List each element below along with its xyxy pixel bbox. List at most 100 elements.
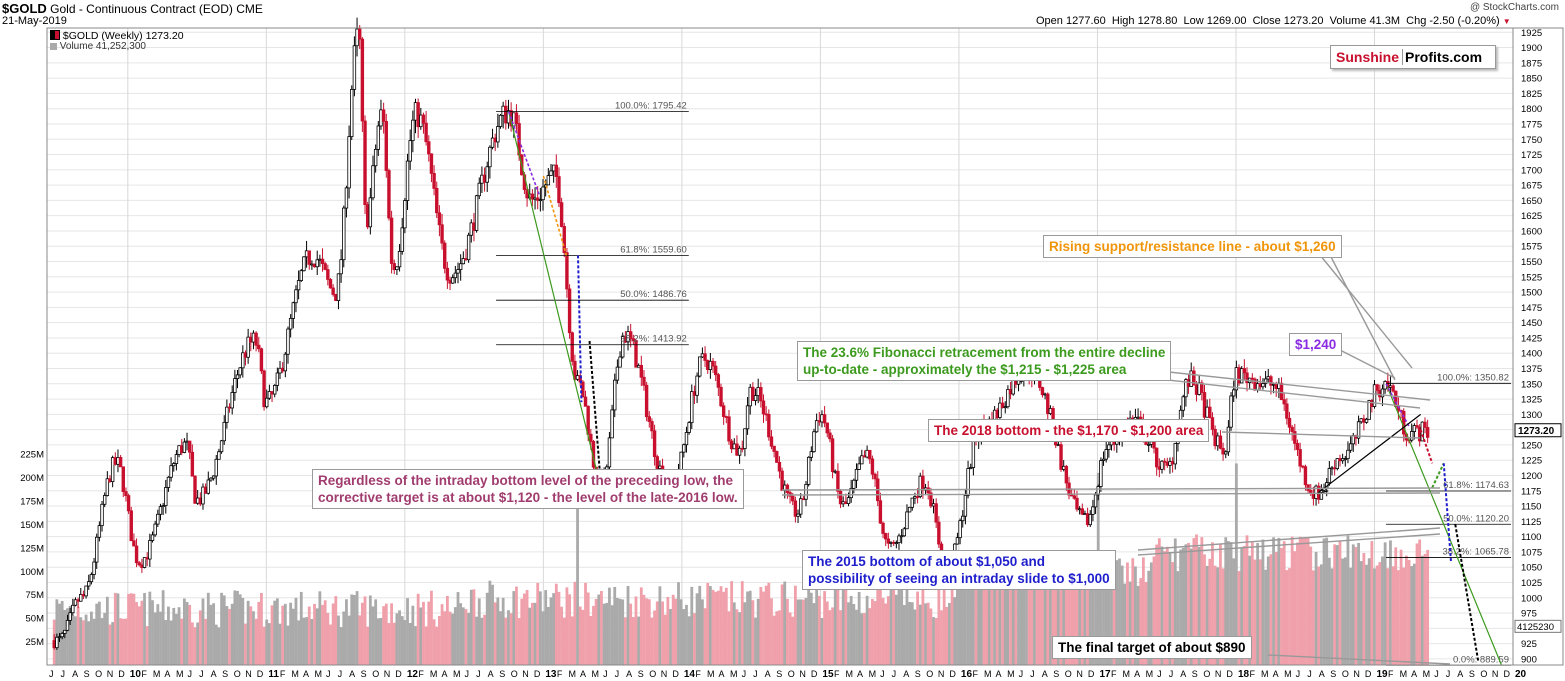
candle-body xyxy=(408,140,412,162)
volume-bar xyxy=(193,627,197,665)
volume-bar xyxy=(1237,571,1241,665)
leader-2015-bottom-b xyxy=(1137,533,1441,556)
x-tick-label: M xyxy=(314,669,322,679)
volume-bar xyxy=(536,583,540,665)
volume-bar xyxy=(889,585,893,665)
candle-body xyxy=(411,119,415,142)
candle-body xyxy=(65,619,70,631)
volume-bar xyxy=(1022,565,1026,665)
y-tick-label: 900 xyxy=(1521,654,1537,665)
symbol: $GOLD xyxy=(2,1,47,16)
x-tick-label: F xyxy=(695,669,701,679)
volume-bar xyxy=(238,594,242,665)
volume-bar xyxy=(220,592,223,665)
volume-bar xyxy=(1197,547,1201,665)
x-tick-label: M xyxy=(1400,669,1408,679)
volume-bar xyxy=(230,603,234,665)
candle-body xyxy=(235,374,240,380)
volume-bar xyxy=(509,613,513,665)
volume-bar xyxy=(515,586,518,665)
y-tick-label: 1075 xyxy=(1521,547,1542,558)
volume-bar xyxy=(493,602,497,665)
candle-body xyxy=(868,449,872,460)
volume-bar xyxy=(1343,557,1347,665)
volume-bar xyxy=(1232,558,1236,665)
leader-rising-line-b xyxy=(1329,254,1396,381)
candle-body xyxy=(549,170,553,176)
volume-bar xyxy=(1147,570,1151,665)
volume-bar xyxy=(1075,578,1079,665)
candle-body xyxy=(283,353,288,372)
volume-bar xyxy=(833,585,837,665)
candle-body xyxy=(1242,368,1247,374)
candle-body xyxy=(148,540,152,560)
volume-bar xyxy=(674,598,678,665)
candle-body xyxy=(201,486,205,505)
candle-body xyxy=(1362,418,1366,423)
candle-body xyxy=(1069,494,1074,497)
volume-bar xyxy=(281,605,285,665)
volume-bar xyxy=(565,587,569,665)
volume-bar xyxy=(164,620,168,665)
volume-bar xyxy=(530,602,534,665)
volume-bar xyxy=(1200,537,1204,665)
volume-bar xyxy=(1123,583,1127,665)
candle-body xyxy=(791,495,795,502)
candle-body xyxy=(262,370,266,408)
volume-bar xyxy=(918,604,922,665)
volume-bar xyxy=(1054,569,1058,665)
volume-bar xyxy=(1357,542,1360,665)
volume-bar xyxy=(1234,463,1238,665)
x-tick-label: S xyxy=(638,669,644,679)
candle-body xyxy=(1205,406,1209,418)
volume-bar xyxy=(1062,564,1066,665)
leader-1240 xyxy=(1339,349,1396,379)
y-tick-label: 1125 xyxy=(1521,517,1541,528)
x-tick-label: 20 xyxy=(1515,669,1527,680)
volume-bar xyxy=(283,603,287,665)
volume-bar xyxy=(1404,555,1408,665)
candle-body xyxy=(854,468,859,481)
volume-bar xyxy=(84,614,88,665)
green-decline-line-2019 xyxy=(1385,383,1503,666)
volume-bar xyxy=(137,606,141,665)
x-tick-label: M xyxy=(1284,669,1292,679)
x-tick-label: A xyxy=(303,669,309,679)
volume-bar xyxy=(831,607,834,665)
x-tick-label: M xyxy=(176,669,184,679)
volume-bar xyxy=(1104,583,1108,665)
volume-bar xyxy=(302,617,306,665)
volume-bar xyxy=(347,615,351,665)
x-tick-label: D xyxy=(1088,669,1095,679)
candle-body xyxy=(530,193,535,200)
volume-bar xyxy=(634,596,638,665)
y-tick-label: 1325 xyxy=(1521,395,1542,406)
y-tick-label: 1925 xyxy=(1521,28,1542,39)
candle-body xyxy=(775,451,779,463)
volume-bar xyxy=(554,583,558,665)
volume-bar xyxy=(809,592,813,665)
volume-bar xyxy=(1314,551,1318,665)
candle-body xyxy=(1197,382,1201,395)
x-tick-label: N xyxy=(1076,669,1083,679)
leader-corrective-a xyxy=(781,487,1441,491)
candle-body xyxy=(1075,497,1079,510)
volume-bar xyxy=(878,588,882,665)
volume-bar xyxy=(310,618,314,665)
volume-bar xyxy=(639,587,643,665)
volume-bar xyxy=(1192,538,1196,665)
volume-bar xyxy=(722,591,726,665)
volume-bar xyxy=(1041,583,1044,665)
volume-bar xyxy=(738,612,741,665)
candle-body xyxy=(809,451,814,458)
x-tick-label: O xyxy=(372,669,379,679)
volume-bar xyxy=(294,597,298,665)
volume-bar xyxy=(390,603,393,665)
volume-bar xyxy=(1043,557,1047,665)
candle-body xyxy=(1216,435,1220,447)
volume-bar xyxy=(950,581,954,665)
candle-body xyxy=(1303,466,1308,486)
candle-body xyxy=(1210,417,1215,430)
candle-body xyxy=(286,328,290,355)
fib-label-right: 61.8%: 1174.63 xyxy=(1443,480,1509,491)
